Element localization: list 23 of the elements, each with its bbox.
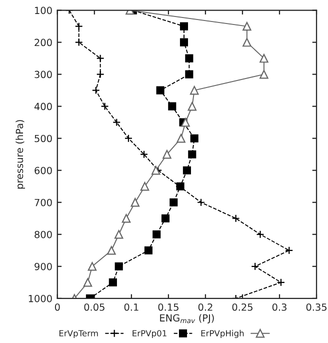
y-tick-label: 500 xyxy=(34,134,52,142)
legend-label: ErPVp01 xyxy=(132,330,166,338)
y-tick-label: 900 xyxy=(34,262,52,270)
y-tick-label: 300 xyxy=(34,70,52,78)
x-axis-title: ENG$_{mav}$ (PJ) xyxy=(160,314,214,324)
y-tick-label: 1000 xyxy=(28,294,52,302)
legend-label: ErPVpHigh xyxy=(201,330,244,338)
y-tick-label: 800 xyxy=(34,230,52,238)
y-tick-label: 600 xyxy=(34,166,52,174)
x-tick-label: 0.35 xyxy=(306,303,326,311)
y-tick-label: 400 xyxy=(34,102,52,110)
y-axis-title: pressure (hPa) xyxy=(16,120,26,189)
x-tick-label: 0.15 xyxy=(158,303,178,311)
y-tick-label: 200 xyxy=(34,38,52,46)
x-tick-label: 0.1 xyxy=(124,303,138,311)
y-tick-label: 700 xyxy=(34,198,52,206)
x-tick-label: 0 xyxy=(54,303,60,311)
x-tick-label: 0.25 xyxy=(232,303,252,311)
x-tick-label: 0.2 xyxy=(198,303,212,311)
x-tick-label: 0.3 xyxy=(272,303,286,311)
x-tick-label: 0.05 xyxy=(84,303,104,311)
y-tick-label: 100 xyxy=(35,6,52,14)
legend-label: ErVpTerm xyxy=(59,330,98,338)
